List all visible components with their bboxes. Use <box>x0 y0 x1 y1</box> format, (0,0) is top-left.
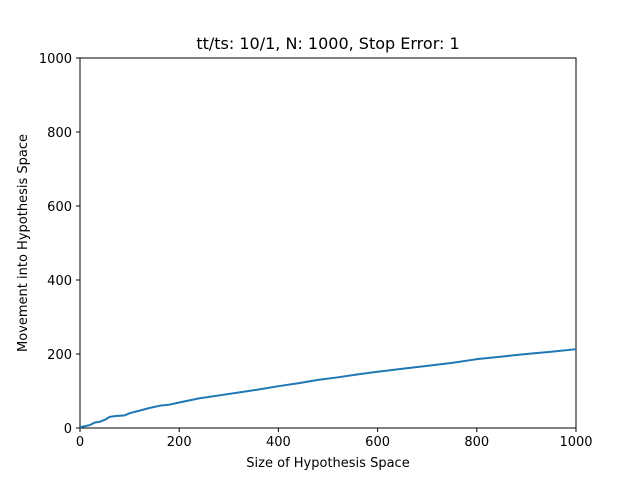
y-tick-label: 1000 <box>39 52 72 67</box>
series-line <box>79 348 577 429</box>
y-axis-ticks: 0 200 400 600 800 1000 <box>39 52 80 437</box>
x-axis-ticks: 0 200 400 600 800 1000 <box>76 428 593 450</box>
x-tick-label: 1000 <box>559 435 592 450</box>
y-tick-label: 200 <box>47 348 72 363</box>
x-tick-label: 400 <box>266 435 291 450</box>
x-tick-label: 600 <box>365 435 390 450</box>
x-axis-label: Size of Hypothesis Space <box>246 456 409 471</box>
x-tick-label: 800 <box>464 435 489 450</box>
plot-area-frame <box>79 57 577 429</box>
x-tick-label: 0 <box>76 435 84 450</box>
chart-title: tt/ts: 10/1, N: 1000, Stop Error: 1 <box>196 34 459 53</box>
x-tick-label: 200 <box>167 435 192 450</box>
y-axis-label: Movement into Hypothesis Space <box>16 134 31 352</box>
y-tick-label: 400 <box>47 274 72 289</box>
y-tick-label: 0 <box>64 422 72 437</box>
y-tick-label: 600 <box>47 200 72 215</box>
series-group <box>79 348 577 429</box>
y-tick-label: 800 <box>47 126 72 141</box>
